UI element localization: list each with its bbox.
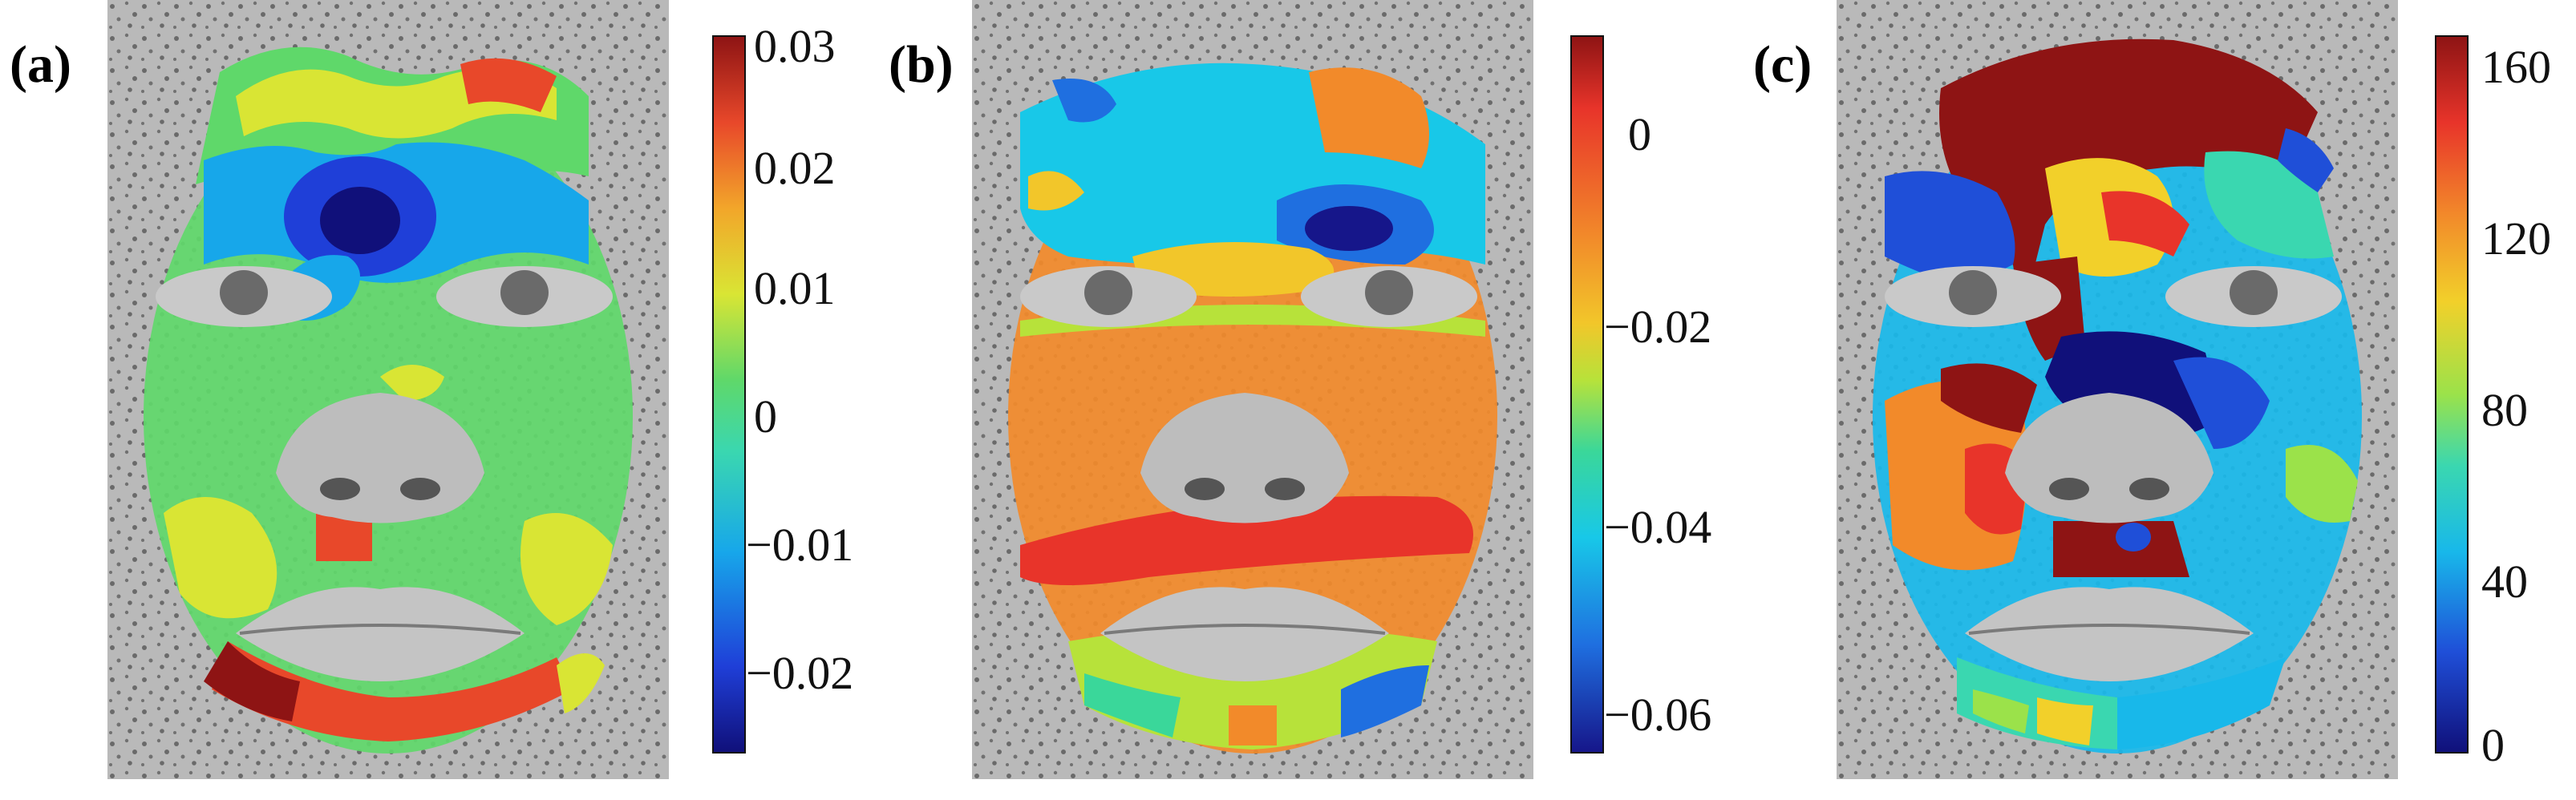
colorbar-a-tick: −0.01	[746, 519, 854, 571]
colorbar-a-tick: −0.02	[746, 647, 854, 699]
colorbar-a-tick: 0.02	[754, 142, 836, 194]
colorbar-c-tick: 80	[2481, 384, 2528, 436]
colorbar-c-tick: 120	[2481, 212, 2551, 265]
colorbar-c-gradient	[2436, 37, 2467, 752]
colorbar-c-tick: 0	[2481, 719, 2505, 771]
colorbar-c-tick: 40	[2481, 556, 2528, 608]
colorbar-a	[712, 35, 746, 754]
panel-label-c: (c)	[1753, 35, 1813, 94]
colorbar-c-tick: 160	[2481, 41, 2551, 93]
colorbar-a-gradient	[714, 37, 744, 752]
panel-label-b: (b)	[889, 35, 954, 94]
colorbar-a-tick: 0.03	[754, 20, 836, 72]
colorbar-b-tick: −0.04	[1604, 501, 1712, 553]
colorbar-b-tick: 0	[1628, 108, 1651, 160]
colorbar-a-tick: 0	[754, 390, 777, 442]
colorbar-c	[2435, 35, 2469, 754]
colorbar-a-tick: 0.01	[754, 262, 836, 314]
face-strain-map-b	[972, 0, 1533, 779]
colorbar-b	[1570, 35, 1604, 754]
colorbar-b-tick: −0.06	[1604, 689, 1712, 741]
colorbar-b-tick: −0.02	[1604, 301, 1712, 353]
face-strain-map-a	[107, 0, 669, 779]
face-angle-map-c	[1837, 0, 2398, 779]
colorbar-b-gradient	[1572, 37, 1602, 752]
panel-label-a: (a)	[10, 35, 71, 94]
